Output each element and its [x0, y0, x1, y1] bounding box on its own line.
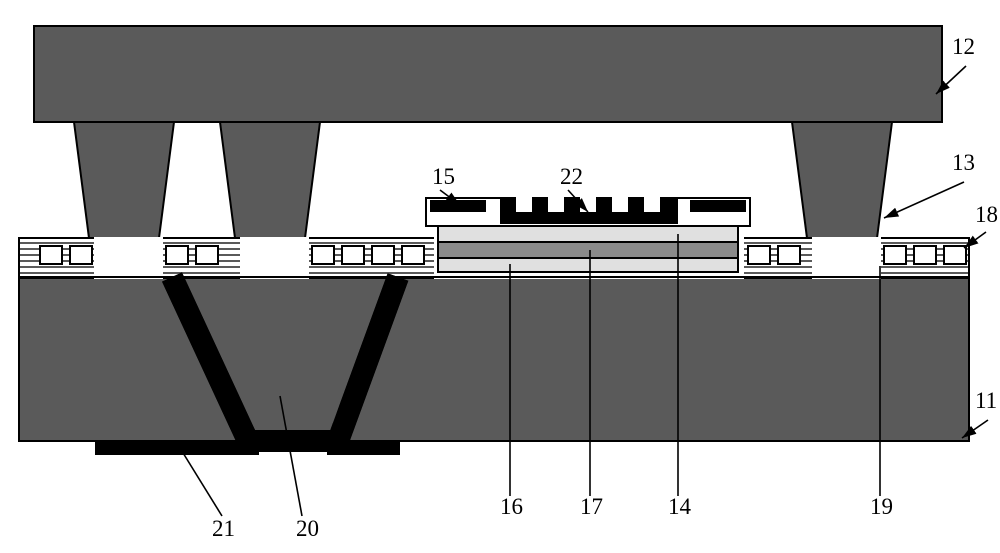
hatch-cutout — [94, 237, 163, 279]
cross-section-diagram: 12 13 18 11 15 22 16 17 14 19 21 20 — [0, 0, 1000, 553]
label-12: 12 — [952, 34, 975, 59]
u-channel-19 — [312, 246, 334, 264]
label-15: 15 — [432, 164, 455, 189]
hatch-cutout — [812, 237, 881, 279]
top-block-12 — [34, 26, 942, 122]
layer-17 — [438, 242, 738, 258]
label-20: 20 — [296, 516, 319, 541]
bottom-block-11 — [19, 277, 969, 441]
u-channel-19 — [372, 246, 394, 264]
u-channel-19 — [748, 246, 770, 264]
sinter-pad-15-left — [430, 200, 486, 212]
leader-13 — [884, 182, 964, 218]
sinter-comb-base-22 — [500, 212, 678, 224]
label-21: 21 — [212, 516, 235, 541]
u-channel-19 — [778, 246, 800, 264]
hatch-cutout — [240, 237, 309, 279]
label-19: 19 — [870, 494, 893, 519]
u-channel-19 — [944, 246, 966, 264]
trap-3 — [792, 122, 892, 238]
u-channel-19 — [914, 246, 936, 264]
u-channel-19 — [40, 246, 62, 264]
label-18: 18 — [975, 202, 998, 227]
u-channel-19 — [342, 246, 364, 264]
comb-gap — [548, 197, 564, 212]
u-channel-19 — [402, 246, 424, 264]
u-channel-19 — [196, 246, 218, 264]
trap-2 — [220, 122, 320, 238]
u-channel-19 — [70, 246, 92, 264]
u-channel-19 — [166, 246, 188, 264]
label-16: 16 — [500, 494, 523, 519]
layer-14 — [438, 226, 738, 242]
comb-gap — [644, 197, 660, 212]
sinter-pad-15-right — [690, 200, 746, 212]
comb-gap — [580, 197, 596, 212]
comb-gap — [516, 197, 532, 212]
trap-1 — [74, 122, 174, 238]
label-14: 14 — [668, 494, 692, 519]
label-13: 13 — [952, 150, 975, 175]
layer-16 — [438, 258, 738, 272]
label-17: 17 — [580, 494, 603, 519]
label-11: 11 — [975, 388, 997, 413]
label-22: 22 — [560, 164, 583, 189]
u-channel-19 — [884, 246, 906, 264]
comb-gap — [612, 197, 628, 212]
